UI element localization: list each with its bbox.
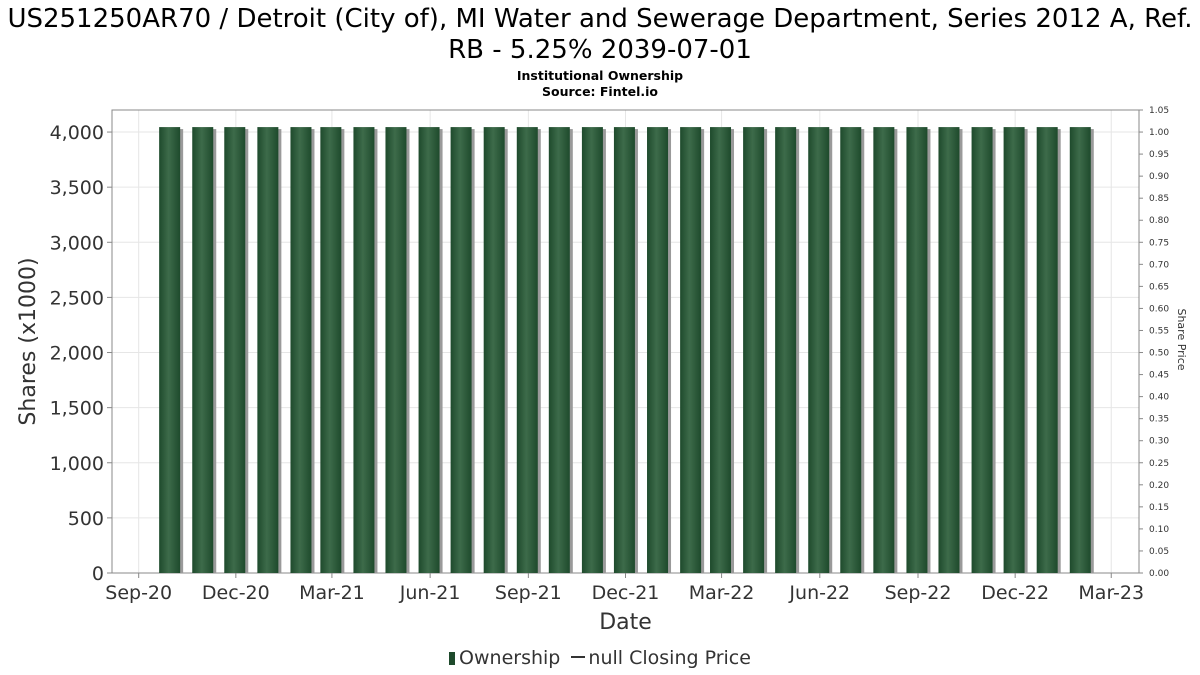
bar-12: [548, 127, 570, 573]
bar-11: [516, 127, 538, 573]
y2-tick-label-8: 0.40: [1149, 393, 1169, 403]
bar-25: [971, 127, 993, 573]
y2-tick-label-9: 0.45: [1149, 371, 1169, 381]
y2-tick-label-3: 0.15: [1149, 503, 1169, 513]
price-line-icon: [571, 656, 586, 658]
x-tick-label-1: Dec-20: [202, 582, 270, 604]
bar-0: [159, 127, 181, 573]
legend-item-price[interactable]: null Closing Price: [566, 647, 751, 669]
y2-tick-label-10: 0.50: [1149, 349, 1169, 359]
y2-tick-label-14: 0.70: [1149, 260, 1169, 270]
y2-tick-label-7: 0.35: [1149, 415, 1169, 425]
bar-10: [483, 127, 505, 573]
y2-tick-label-0: 0.00: [1149, 569, 1169, 579]
bar-27: [1036, 127, 1058, 573]
x-tick-label-2: Mar-21: [299, 582, 365, 604]
bar-2: [224, 127, 246, 573]
x-tick-label-3: Jun-21: [399, 582, 461, 604]
y2-axis-label: Share Price: [1175, 308, 1188, 370]
y2-tick-label-11: 0.55: [1149, 326, 1169, 336]
bar-5: [320, 127, 342, 573]
x-tick-label-9: Dec-22: [981, 582, 1049, 604]
bar-1: [192, 127, 214, 573]
x-tick-label-0: Sep-20: [105, 582, 172, 604]
bar-22: [873, 127, 895, 573]
y-tick-label-1: 500: [68, 508, 104, 530]
bar-19: [775, 127, 797, 573]
y2-tick-label-5: 0.25: [1149, 459, 1169, 469]
y2-tick-label-2: 0.10: [1149, 525, 1169, 535]
y-axis-label: Shares (x1000): [16, 257, 41, 425]
y2-tick-label-12: 0.60: [1149, 304, 1169, 314]
bar-28: [1069, 127, 1091, 573]
bar-23: [906, 127, 928, 573]
y-tick-label-4: 2,000: [50, 343, 104, 365]
y2-tick-label-6: 0.30: [1149, 437, 1169, 447]
legend-label-price: null Closing Price: [588, 647, 751, 669]
y2-tick-label-13: 0.65: [1149, 282, 1169, 292]
ownership-swatch-icon: [449, 652, 456, 665]
y2-tick-label-21: 1.05: [1149, 106, 1169, 116]
bar-18: [743, 127, 765, 573]
bar-26: [1003, 127, 1025, 573]
bar-15: [647, 127, 669, 573]
subtitle-line-1: Institutional Ownership: [516, 68, 684, 83]
bar-14: [613, 127, 635, 573]
bar-6: [353, 127, 375, 573]
bar-24: [938, 127, 960, 573]
bar-17: [710, 127, 732, 573]
y2-tick-label-15: 0.75: [1149, 238, 1169, 248]
x-tick-label-10: Mar-23: [1078, 582, 1144, 604]
chart-subtitle: Institutional Ownership Source: Fintel.i…: [0, 68, 1200, 100]
bar-21: [840, 127, 862, 573]
y-tick-label-7: 3,500: [50, 177, 104, 199]
y2-tick-label-17: 0.85: [1149, 194, 1169, 204]
bar-4: [290, 127, 312, 573]
y2-tick-label-1: 0.05: [1149, 547, 1169, 557]
subtitle-line-2: Source: Fintel.io: [542, 84, 658, 99]
bar-7: [385, 127, 407, 573]
y2-tick-label-16: 0.80: [1149, 216, 1169, 226]
x-tick-label-7: Jun-22: [788, 582, 850, 604]
x-tick-label-5: Dec-21: [592, 582, 660, 604]
y-tick-label-2: 1,000: [50, 453, 104, 475]
y-tick-label-0: 0: [92, 563, 104, 585]
x-tick-label-6: Mar-22: [689, 582, 755, 604]
x-tick-label-4: Sep-21: [495, 582, 562, 604]
bar-13: [581, 127, 603, 573]
legend-item-ownership[interactable]: Ownership: [449, 647, 566, 669]
y2-tick-label-20: 1.00: [1149, 128, 1169, 138]
bar-9: [450, 127, 472, 573]
y-tick-label-6: 3,000: [50, 232, 104, 254]
y2-tick-label-4: 0.20: [1149, 481, 1169, 491]
y-tick-label-5: 2,500: [50, 287, 104, 309]
x-axis-label: Date: [599, 610, 652, 635]
y-tick-label-3: 1,500: [50, 398, 104, 420]
y2-tick-label-18: 0.90: [1149, 172, 1169, 182]
y2-tick-label-19: 0.95: [1149, 150, 1169, 160]
bar-3: [257, 127, 279, 573]
chart-title: US251250AR70 / Detroit (City of), MI Wat…: [7, 4, 1193, 65]
bar-8: [418, 127, 440, 573]
legend-label-ownership: Ownership: [459, 647, 561, 669]
legend: Ownership null Closing Price: [0, 647, 1200, 669]
y-tick-label-8: 4,000: [50, 122, 104, 144]
bar-16: [680, 127, 702, 573]
x-tick-label-8: Sep-22: [885, 582, 952, 604]
bar-20: [808, 127, 830, 573]
